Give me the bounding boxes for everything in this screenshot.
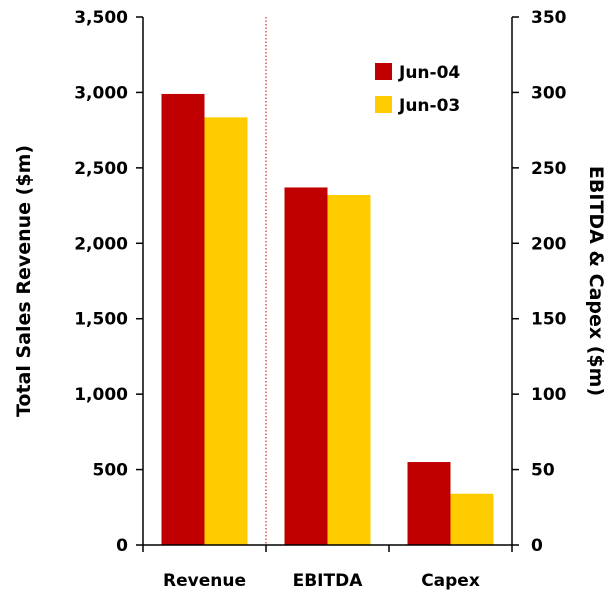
y-tick-label-right: 150 (531, 310, 567, 330)
y-tick-label-left: 3,000 (74, 83, 128, 103)
y-axis-title-left: Total Sales Revenue ($m) (13, 145, 35, 417)
bar-layer (161, 93, 494, 546)
bar-capex-jun-04 (407, 462, 451, 545)
y-tick-label-left: 1,500 (74, 310, 128, 330)
y-tick-label-right: 350 (531, 8, 567, 28)
x-category-label-capex: Capex (421, 571, 480, 591)
legend: Jun-04 Jun-03 (375, 63, 460, 116)
bar-revenue-jun-03 (204, 117, 248, 545)
y-tick-label-right: 250 (531, 159, 567, 179)
y-tick-label-left: 0 (116, 536, 128, 556)
y-tick-label-left: 2,000 (74, 234, 128, 254)
x-category-label-ebitda: EBITDA (293, 571, 364, 591)
x-category-label-revenue: Revenue (163, 571, 246, 591)
y-tick-label-right: 50 (531, 461, 555, 481)
bar-revenue-jun-04 (161, 93, 205, 546)
legend-label-jun-04: Jun-04 (398, 63, 460, 83)
y-tick-label-left: 2,500 (74, 159, 128, 179)
y-axis-title-right: EBITDA & Capex ($m) (585, 166, 607, 396)
bar-ebitda-jun-03 (327, 195, 371, 546)
y-tick-label-right: 100 (531, 385, 567, 405)
tick-layer (136, 16, 519, 552)
bar-ebitda-jun-04 (284, 187, 328, 545)
legend-swatch-jun-04 (375, 63, 392, 80)
bar-capex-jun-03 (450, 493, 494, 545)
axis-layer (142, 17, 513, 546)
y-tick-label-right: 0 (531, 536, 543, 556)
y-tick-label-right: 300 (531, 83, 567, 103)
y-tick-label-left: 1,000 (74, 385, 128, 405)
legend-swatch-jun-03 (375, 96, 392, 113)
label-layer: 0 0 500 50 1,000 100 1,500 150 2,000 200 2,500 250 3… (74, 8, 566, 591)
y-tick-label-right: 200 (531, 234, 567, 254)
legend-label-jun-03: Jun-03 (398, 96, 460, 116)
y-tick-label-left: 500 (93, 461, 129, 481)
y-tick-label-left: 3,500 (74, 8, 128, 28)
